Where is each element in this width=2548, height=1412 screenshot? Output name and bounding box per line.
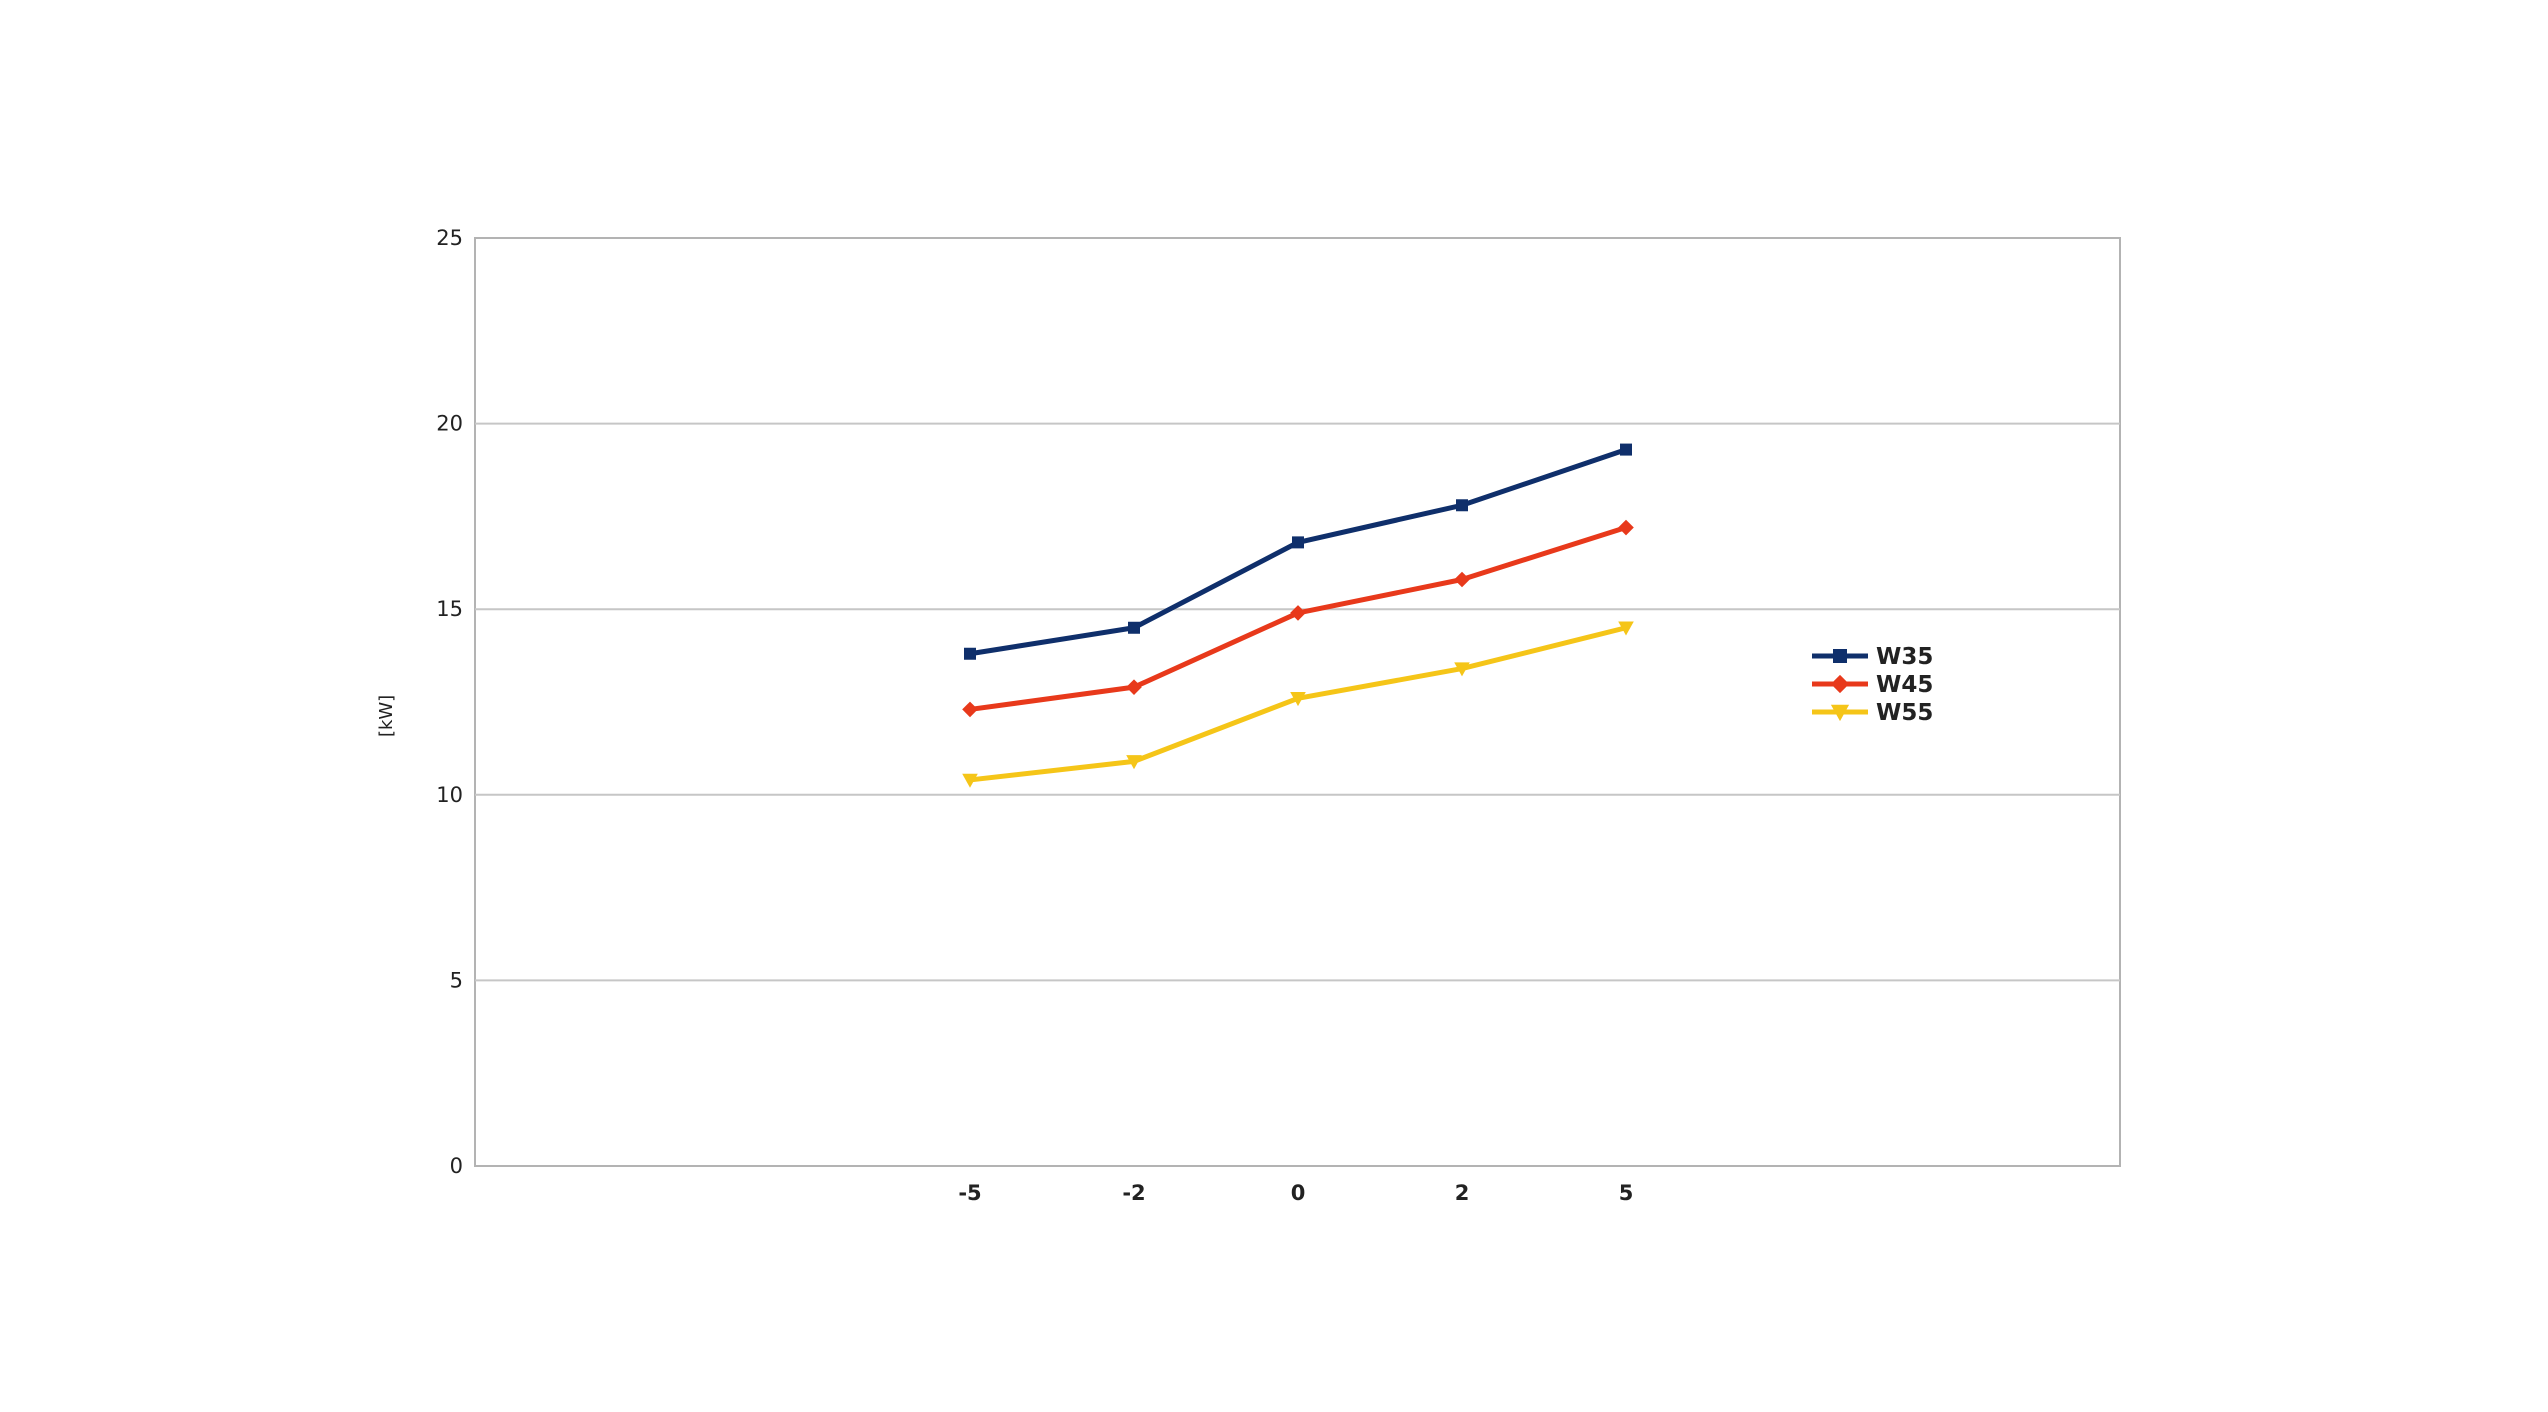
series-w45: [962, 519, 1634, 718]
x-tick-label: 0: [1291, 1181, 1306, 1205]
y-axis-title: [kW]: [376, 695, 397, 737]
data-point: [1454, 571, 1470, 588]
data-point: [1128, 621, 1140, 634]
legend-item: W35: [1812, 644, 1933, 670]
y-tick-label: 10: [436, 783, 463, 807]
data-point: [1618, 519, 1634, 536]
legend-marker: [1830, 704, 1850, 722]
y-tick-label: 20: [436, 412, 463, 436]
series-w55: [962, 621, 1634, 788]
data-point: [1290, 692, 1306, 707]
y-tick-label: 15: [436, 597, 463, 621]
data-point: [1456, 499, 1468, 512]
x-tick-label: 2: [1455, 1181, 1470, 1205]
data-point: [1126, 755, 1142, 770]
series-w35: [964, 443, 1632, 660]
legend-marker: [1830, 674, 1850, 694]
data-point: [1454, 662, 1470, 677]
x-tick-label: -5: [958, 1181, 981, 1205]
data-point: [1620, 443, 1632, 456]
x-axis-ticks: -5 -2 0 2 5: [958, 1181, 1633, 1205]
data-point: [1618, 621, 1634, 636]
legend-label: W55: [1876, 700, 1933, 726]
data-point: [1290, 605, 1306, 621]
x-tick-label: 5: [1619, 1181, 1634, 1205]
legend-label: W45: [1876, 672, 1933, 698]
legend-item: W45: [1812, 672, 1933, 698]
series: [962, 443, 1634, 788]
data-point: [962, 773, 978, 788]
data-point: [964, 647, 976, 660]
data-point: [962, 701, 978, 718]
y-tick-label: 25: [436, 226, 463, 250]
data-point: [1292, 536, 1304, 549]
y-tick-label: 0: [450, 1154, 463, 1178]
legend-label: W35: [1876, 644, 1933, 670]
y-tick-label: 5: [450, 968, 463, 992]
data-point: [1126, 679, 1142, 695]
y-axis-ticks: 0 5 10 15 20 25: [436, 226, 463, 1178]
x-tick-label: -2: [1122, 1181, 1145, 1205]
legend-item: W55: [1812, 700, 1933, 726]
legend-marker: [1833, 649, 1847, 663]
